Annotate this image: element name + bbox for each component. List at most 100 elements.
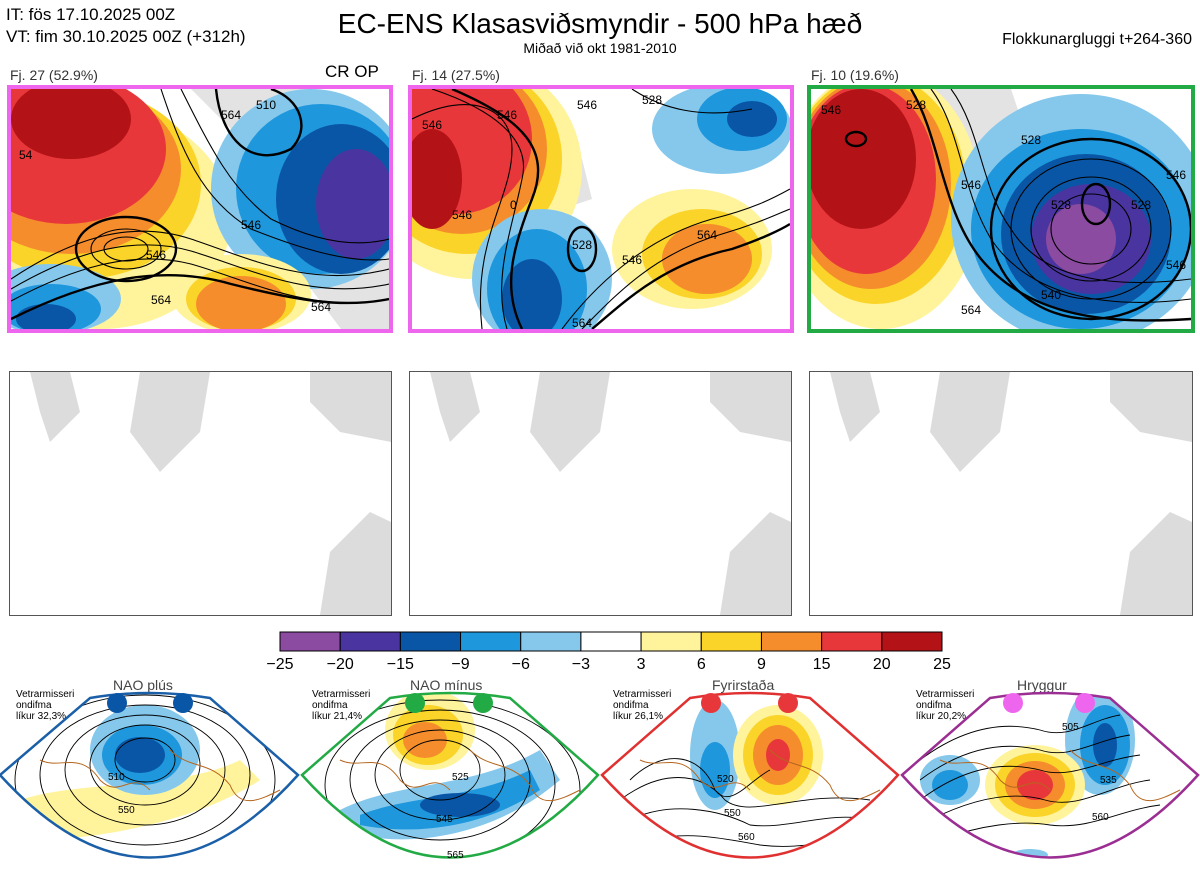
- colorbar-swatch: [881, 631, 943, 652]
- regime-dot: [778, 693, 798, 713]
- regime-note-line: líkur 21,4%: [312, 711, 363, 722]
- colorbar-tick-label: −20: [327, 656, 354, 673]
- contour-label: 565: [447, 850, 464, 861]
- colorbar-tick-label: −3: [572, 656, 590, 673]
- land-shape: [430, 372, 480, 442]
- anomaly-darkred: [412, 129, 462, 229]
- base-map-3: [809, 371, 1193, 616]
- land-shape: [1110, 372, 1192, 442]
- regime-dot: [107, 693, 127, 713]
- cluster-3-field: 528 546 528 546 528 546 564 528 540 546: [811, 89, 1191, 329]
- land-shape: [930, 372, 1010, 472]
- colorbar-swatch: [580, 631, 642, 652]
- anomaly-darkred: [811, 89, 916, 229]
- anomaly-red: [766, 739, 790, 771]
- contour-label: 528: [1131, 198, 1151, 212]
- colorbar-tick-label: 25: [933, 656, 951, 673]
- contour-label: 546: [452, 208, 472, 222]
- cluster-3-label: Fj. 10 (19.6%): [811, 67, 899, 83]
- land-shape: [710, 372, 791, 442]
- colorbar-swatch: [279, 631, 341, 652]
- regime-4-map: 505 535 560: [900, 691, 1200, 859]
- anomaly-orange-2: [196, 276, 286, 329]
- page-title: EC-ENS Klasasviðsmyndir - 500 hPa hæð: [337, 8, 863, 39]
- colorbar-swatch: [339, 631, 401, 652]
- contour-label: 560: [738, 832, 755, 843]
- regime-2-note: Vetrarmisseri ondifma líkur 21,4%: [312, 689, 370, 722]
- regime-note-line: ondifma: [16, 700, 52, 711]
- cluster-window-label: Flokkunargluggi t+264-360: [1002, 31, 1192, 48]
- contour-label: 546: [961, 178, 981, 192]
- regime-4-title: Hryggur: [1017, 677, 1067, 693]
- contour-label: 546: [821, 103, 841, 117]
- cluster-3-map: 528 546 528 546 528 546 564 528 540 546: [807, 85, 1195, 333]
- contour-label: 528: [572, 238, 592, 252]
- anomaly-darkred: [11, 89, 131, 159]
- anomaly-blue: [932, 770, 968, 800]
- colorbar-tick-label: 9: [757, 656, 766, 673]
- regime-dot: [701, 693, 721, 713]
- contour-label: 550: [118, 805, 135, 816]
- contour-label: 564: [572, 316, 592, 329]
- land-shape: [720, 512, 791, 615]
- cluster-1-flag: CR OP: [325, 62, 379, 81]
- land-shape: [30, 372, 80, 442]
- land-shape: [130, 372, 210, 472]
- regime-2-title: NAO mínus: [410, 677, 483, 693]
- page-subtitle: Miðað við okt 1981-2010: [523, 40, 677, 56]
- anomaly-orange: [403, 722, 447, 758]
- regime-3-note: Vetrarmisseri ondifma líkur 26,1%: [613, 689, 671, 722]
- regime-dot: [405, 693, 425, 713]
- colorbar-tick-label: 20: [873, 656, 891, 673]
- regime-dot: [173, 693, 193, 713]
- anomaly-indigo: [316, 149, 389, 259]
- contour-label: 546: [1166, 168, 1186, 182]
- contour-label: 546: [241, 218, 261, 232]
- regime-2-map: 525 545 565: [300, 691, 600, 861]
- colorbar: −25 −20 −15 −9 −6 −3 3 6 9 15 20 25: [0, 628, 1200, 678]
- land-shape: [530, 372, 610, 472]
- contour-label: 546: [422, 118, 442, 132]
- colorbar-tick-label: 15: [813, 656, 831, 673]
- contour-label: 528: [1051, 198, 1071, 212]
- contour-label: 546: [497, 108, 517, 122]
- anomaly-purple: [1046, 204, 1116, 274]
- cluster-1-label: Fj. 27 (52.9%): [10, 67, 98, 83]
- regime-dot: [1003, 693, 1023, 713]
- colorbar-swatch: [760, 631, 823, 652]
- contour-label: 546: [146, 248, 166, 262]
- land-shape: [320, 512, 391, 615]
- anomaly-blue: [700, 742, 730, 798]
- regime-4-note: Vetrarmisseri ondifma líkur 20,2%: [916, 689, 974, 722]
- contour-label: 520: [717, 774, 734, 785]
- contour-label: 546: [1166, 258, 1186, 272]
- regime-note-line: Vetrarmisseri: [312, 689, 371, 700]
- colorbar-tick-label: −9: [451, 656, 469, 673]
- regime-3-title: Fyrirstaða: [712, 677, 775, 693]
- contour-label: 54: [19, 148, 33, 162]
- regime-note-line: Vetrarmisseri: [16, 689, 75, 700]
- contour-label: 528: [1021, 133, 1041, 147]
- anomaly-darkblue: [502, 259, 562, 329]
- regime-1-title: NAO plús: [113, 677, 173, 693]
- colorbar-swatch: [460, 631, 522, 652]
- contour-label: 564: [697, 228, 717, 242]
- regime-note-line: líkur 20,2%: [916, 711, 967, 722]
- regime-3-map: 520 550 560: [600, 691, 900, 859]
- contour-label: 564: [151, 293, 171, 307]
- contour-label: 546: [622, 253, 642, 267]
- contour-label: 505: [1062, 722, 1079, 733]
- contour-label: 540: [1041, 288, 1061, 302]
- contour-label: 510: [108, 772, 125, 783]
- contour-label: 560: [1092, 812, 1109, 823]
- header-init-valid: IT: fös 17.10.2025 00Z VT: fim 30.10.202…: [6, 4, 246, 48]
- anomaly-yellow: [20, 760, 260, 840]
- land-shape: [1120, 512, 1192, 615]
- contour-label: 546: [577, 98, 597, 112]
- regime-note-line: ondifma: [312, 700, 348, 711]
- land-shape: [310, 372, 391, 442]
- regime-note-line: ondifma: [613, 700, 649, 711]
- colorbar-tick-label: −25: [266, 656, 293, 673]
- contour-label: 510: [256, 98, 276, 112]
- init-time: IT: fös 17.10.2025 00Z: [6, 5, 176, 24]
